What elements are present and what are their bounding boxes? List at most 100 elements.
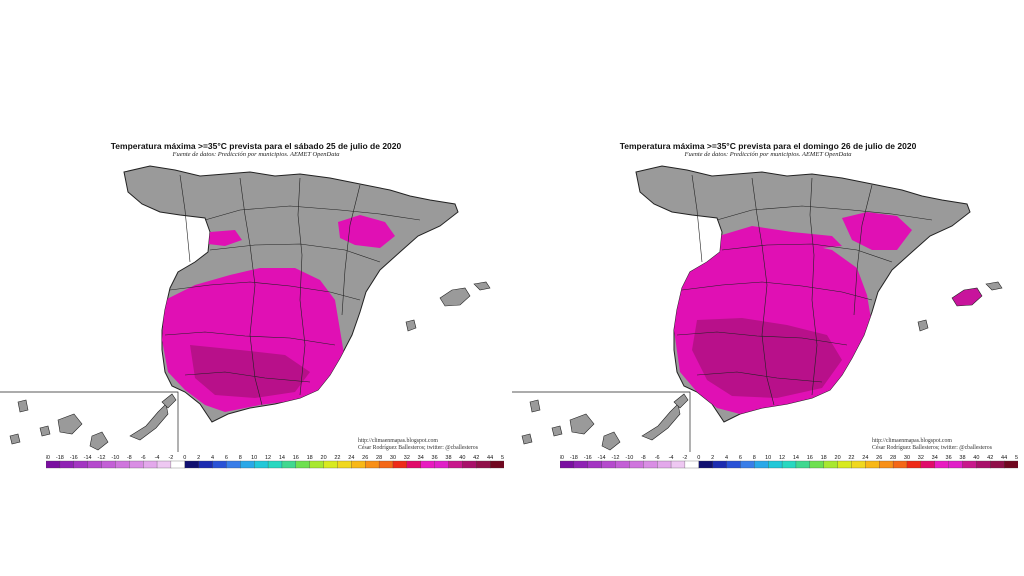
heat-area	[674, 212, 912, 414]
scale-tick-label: -8	[127, 455, 132, 461]
scale-tick-label: 40	[459, 455, 465, 461]
scale-tick-label: 18	[821, 455, 827, 461]
scale-tick-label: 16	[293, 455, 299, 461]
color-swatch	[46, 460, 61, 469]
canary-islands	[521, 393, 689, 451]
scale-tick-label: 14	[793, 455, 799, 461]
scale-tick-label: -6	[141, 455, 146, 461]
color-swatch	[198, 460, 213, 469]
scale-tick-label: 38	[959, 455, 965, 461]
color-swatch	[101, 460, 116, 469]
color-swatch	[990, 460, 1005, 469]
spain-temperature-map	[512, 165, 1003, 452]
color-swatch	[754, 460, 769, 469]
temperature-color-scale: -30-18-16-14-12-10-8-6-4-202468101214161…	[46, 455, 504, 469]
scale-tick-label: -16	[70, 455, 78, 461]
color-swatch	[87, 460, 102, 469]
color-swatch	[851, 460, 866, 469]
scale-tick-label: 28	[376, 455, 382, 461]
scale-tick-label: 44	[487, 455, 493, 461]
canary-islands	[9, 393, 177, 451]
scale-tick-label: -10	[625, 455, 633, 461]
color-swatch	[768, 460, 783, 469]
scale-tick-label: 42	[987, 455, 993, 461]
scale-tick-label: 8	[239, 455, 242, 461]
color-swatch	[156, 460, 172, 469]
credit-url: http://climaenmapas.blogspot.com	[358, 438, 438, 444]
color-swatch	[560, 460, 575, 469]
mallorca-island	[439, 287, 471, 307]
scale-tick-label: 12	[265, 455, 271, 461]
color-swatch	[267, 460, 283, 469]
scale-tick-label: -12	[98, 455, 106, 461]
menorca-island	[985, 281, 1003, 291]
color-swatch	[795, 460, 811, 469]
color-swatch	[920, 460, 936, 469]
scale-tick-label: 42	[473, 455, 479, 461]
scale-tick-label: -4	[155, 455, 160, 461]
scale-tick-label: 20	[835, 455, 841, 461]
color-swatch	[587, 460, 603, 469]
color-swatch	[615, 460, 630, 469]
color-swatch	[351, 460, 366, 469]
color-swatch	[420, 460, 436, 469]
color-swatch	[226, 460, 241, 469]
scale-tick-label: 4	[725, 455, 728, 461]
color-swatch	[629, 460, 644, 469]
canary-inset-frame	[512, 391, 691, 452]
scale-tick-label: 26	[362, 455, 368, 461]
mallorca-island	[951, 287, 983, 307]
color-swatch	[879, 460, 894, 469]
scale-tick-label: 44	[1001, 455, 1007, 461]
scale-tick-label: 12	[779, 455, 785, 461]
color-swatch	[976, 460, 991, 469]
scale-tick-label: 22	[848, 455, 854, 461]
color-swatch	[962, 460, 977, 469]
scale-tick-label: -4	[669, 455, 674, 461]
scale-tick-label: -30	[46, 455, 50, 461]
scale-tick-label: -18	[56, 455, 64, 461]
color-swatch	[781, 460, 797, 469]
color-swatch	[712, 460, 727, 469]
color-swatch	[934, 460, 950, 469]
scale-tick-label: -12	[612, 455, 620, 461]
color-swatch	[212, 460, 227, 469]
scale-tick-label: 10	[765, 455, 771, 461]
scale-tick-label: -8	[641, 455, 646, 461]
color-swatch	[643, 460, 658, 469]
color-swatch	[837, 460, 852, 469]
province-borders	[676, 174, 933, 406]
scale-tick-label: 2	[711, 455, 714, 461]
menorca-island	[473, 281, 491, 291]
color-swatch	[406, 460, 422, 469]
ibiza-island	[405, 319, 417, 332]
scale-tick-label: 4	[211, 455, 214, 461]
scale-tick-label: 24	[348, 455, 354, 461]
scale-tick-label: 6	[225, 455, 228, 461]
color-swatch	[73, 460, 89, 469]
scale-tick-label: 32	[404, 455, 410, 461]
color-swatch	[240, 460, 255, 469]
scale-tick-label: 30	[904, 455, 910, 461]
scale-tick-label: 50	[1015, 455, 1018, 461]
scale-tick-label: 22	[334, 455, 340, 461]
scale-tick-label: 24	[862, 455, 868, 461]
credit-author: César Rodríguez Ballesteros; twitter: @c…	[872, 445, 992, 451]
scale-tick-label: 6	[739, 455, 742, 461]
color-swatch	[143, 460, 158, 469]
scale-tick-label: 14	[279, 455, 285, 461]
map-source: Fuente de datos: Predicción por municipi…	[172, 151, 340, 158]
temperature-color-scale: -30-18-16-14-12-10-8-6-4-202468101214161…	[560, 455, 1018, 469]
color-swatch	[365, 460, 380, 469]
color-swatch	[434, 460, 449, 469]
scale-tick-label: 36	[432, 455, 438, 461]
color-swatch	[573, 460, 589, 469]
scale-tick-label: 34	[932, 455, 938, 461]
color-swatch	[726, 460, 741, 469]
credit-url: http://climaenmapas.blogspot.com	[872, 438, 952, 444]
color-swatch	[601, 460, 616, 469]
scale-tick-label: 36	[946, 455, 952, 461]
scale-tick-label: 2	[197, 455, 200, 461]
scale-tick-label: 50	[501, 455, 504, 461]
map-source: Fuente de datos: Predicción por municipi…	[684, 151, 852, 158]
